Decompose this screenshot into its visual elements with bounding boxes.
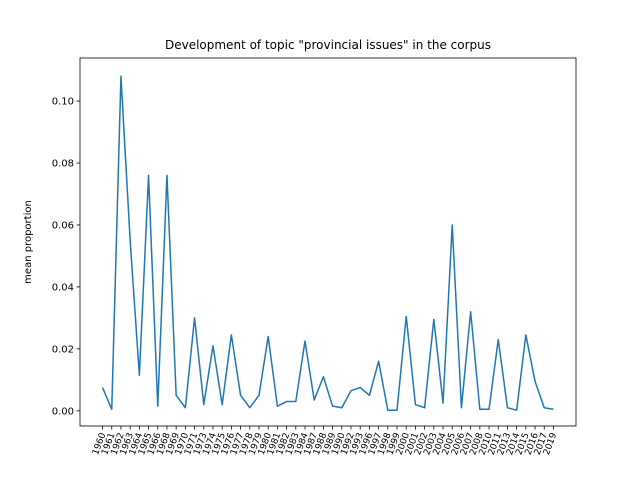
y-tick-label: 0.04 — [52, 282, 74, 293]
y-tick-label: 0.06 — [52, 220, 74, 231]
y-axis-label: mean proportion — [23, 200, 34, 284]
y-tick-label: 0.10 — [52, 97, 74, 108]
plot-frame — [79, 57, 577, 427]
chart-title: Development of topic "provincial issues"… — [165, 38, 491, 52]
y-tick-label: 0.08 — [52, 159, 74, 170]
y-tick-label: 0.02 — [52, 344, 74, 355]
y-tick-label: 0.00 — [52, 406, 74, 417]
line-series — [101, 75, 554, 411]
